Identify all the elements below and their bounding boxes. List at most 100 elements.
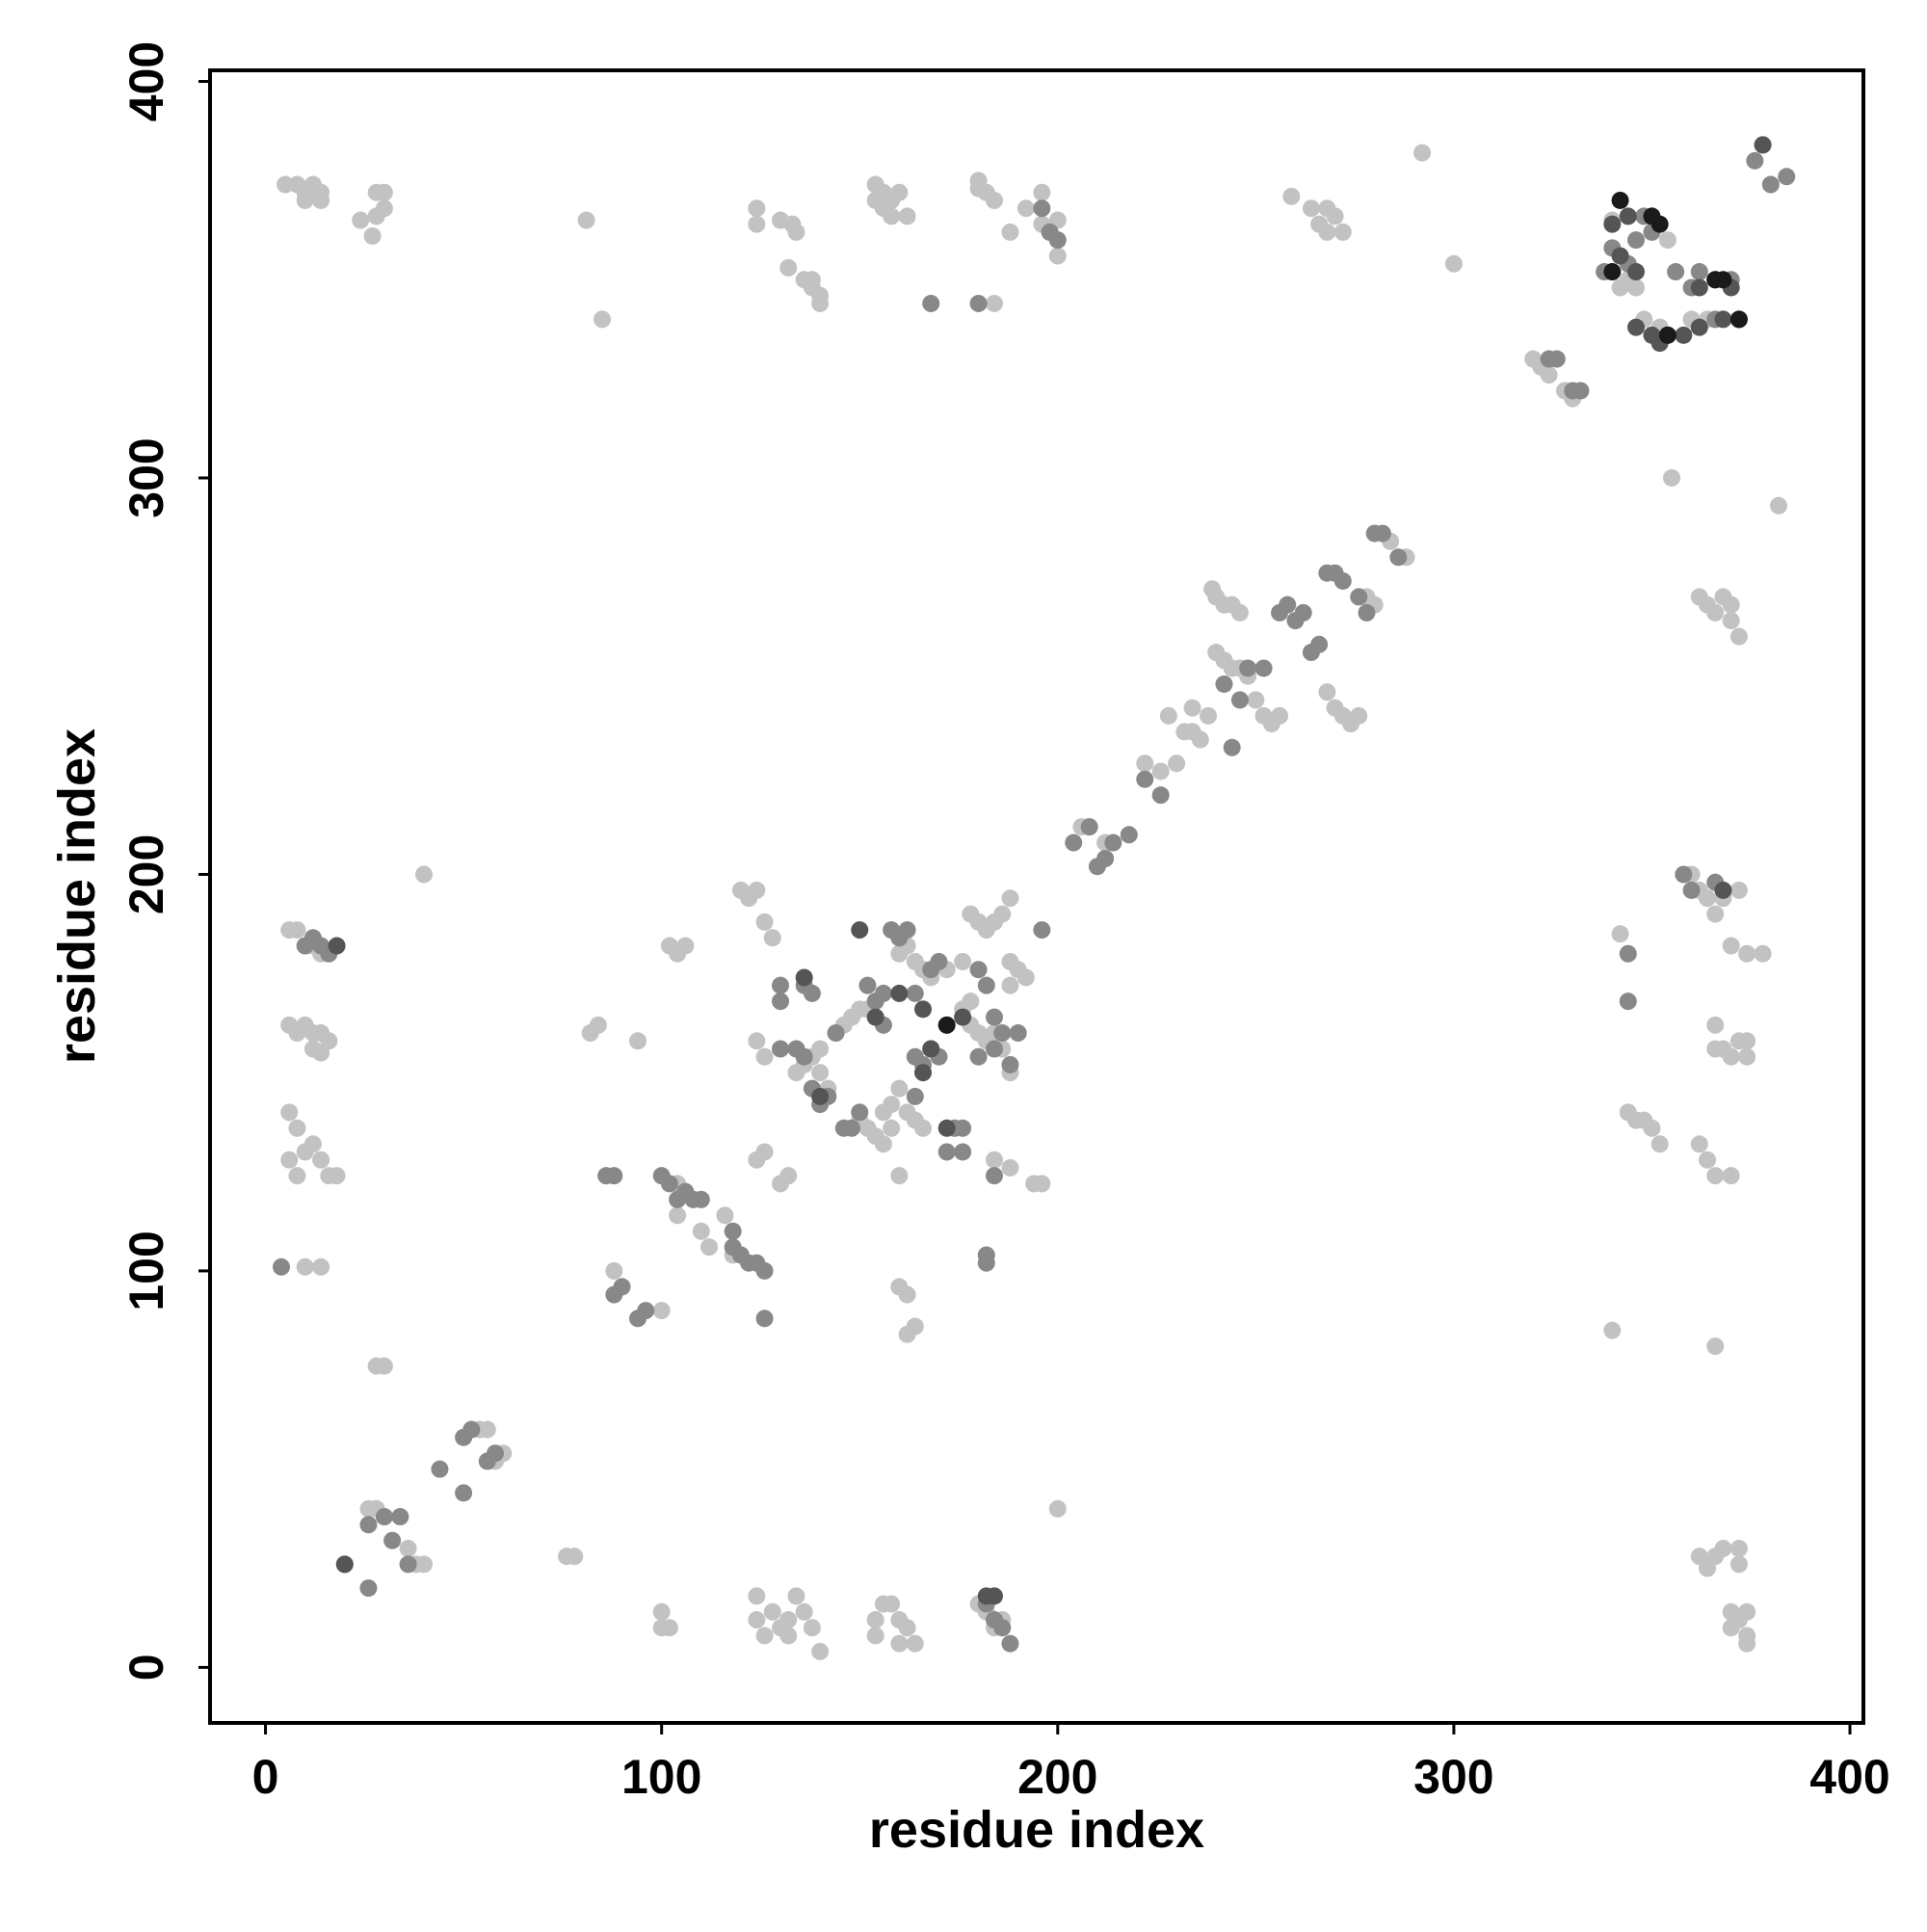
point [1294, 603, 1312, 622]
point [1746, 151, 1764, 170]
point [1706, 1167, 1725, 1185]
point [288, 1119, 306, 1137]
point [890, 1167, 909, 1185]
point [605, 1261, 623, 1280]
point [1682, 881, 1701, 899]
point [787, 223, 805, 241]
point [883, 207, 901, 225]
point [1738, 944, 1756, 963]
point [986, 191, 1004, 209]
point [1444, 254, 1463, 273]
point [1279, 595, 1297, 614]
point [1183, 699, 1201, 717]
point [692, 1222, 710, 1240]
y-tick-label: 200 [119, 834, 173, 914]
point [811, 1040, 830, 1058]
point [1729, 1555, 1748, 1574]
point [755, 1261, 774, 1280]
point [969, 294, 988, 312]
point [1738, 1047, 1756, 1066]
point [1603, 263, 1622, 281]
point [1065, 834, 1083, 852]
point [1754, 136, 1772, 154]
point [1033, 199, 1051, 218]
point [811, 1087, 830, 1105]
point [811, 1064, 830, 1082]
point [1658, 231, 1676, 250]
point [969, 179, 988, 198]
point [795, 968, 813, 987]
point [296, 1257, 314, 1276]
point [391, 1508, 409, 1526]
point [914, 1000, 933, 1019]
point [280, 1103, 299, 1122]
point [629, 1032, 647, 1050]
point [1001, 1634, 1019, 1653]
point [993, 1619, 1012, 1637]
point [1080, 818, 1098, 836]
point [1619, 944, 1637, 963]
point [1667, 263, 1685, 281]
point [1714, 271, 1732, 289]
point [1033, 921, 1051, 940]
point [763, 929, 781, 947]
point [399, 1539, 417, 1557]
point [1603, 215, 1622, 233]
point [986, 1008, 1004, 1026]
x-tick-label: 0 [252, 1750, 279, 1804]
point [874, 984, 892, 1002]
point [954, 1119, 972, 1137]
point [1200, 706, 1218, 725]
point [1373, 524, 1391, 543]
points [273, 136, 1796, 1660]
point [1048, 247, 1067, 265]
point [1001, 889, 1019, 908]
point [827, 1024, 845, 1043]
point [795, 1602, 813, 1621]
point [304, 1135, 322, 1153]
point [986, 1587, 1004, 1605]
point [898, 207, 916, 225]
point [1690, 1135, 1708, 1153]
point [1215, 675, 1233, 693]
point [1151, 762, 1170, 781]
point [851, 1103, 869, 1122]
point [1168, 754, 1186, 773]
point [1658, 326, 1676, 344]
point [748, 881, 766, 899]
point [883, 1595, 901, 1613]
point [986, 1151, 1004, 1169]
point [969, 1047, 988, 1066]
point [487, 1444, 505, 1463]
point [866, 1627, 884, 1645]
point [977, 1254, 995, 1272]
point [755, 1143, 774, 1161]
point [914, 1119, 933, 1137]
point [803, 984, 821, 1002]
point [937, 1143, 956, 1161]
point [1271, 706, 1289, 725]
point [1318, 683, 1336, 701]
point [363, 226, 382, 245]
point [922, 294, 940, 312]
point [1136, 754, 1154, 773]
point [1738, 1602, 1756, 1621]
point [1302, 199, 1320, 218]
point [1096, 849, 1115, 867]
point [779, 1611, 798, 1629]
point [986, 294, 1004, 312]
point [597, 1167, 616, 1185]
point [1754, 944, 1772, 963]
point [1603, 1321, 1622, 1339]
point [1729, 310, 1748, 329]
point [1048, 231, 1067, 250]
point [874, 1135, 892, 1153]
point [1016, 968, 1035, 987]
point [748, 1587, 766, 1605]
point [1611, 191, 1629, 209]
y-tick-label: 0 [119, 1654, 173, 1681]
point [986, 1167, 1004, 1185]
point [1611, 925, 1629, 943]
point [1413, 144, 1432, 162]
point [700, 1238, 719, 1257]
